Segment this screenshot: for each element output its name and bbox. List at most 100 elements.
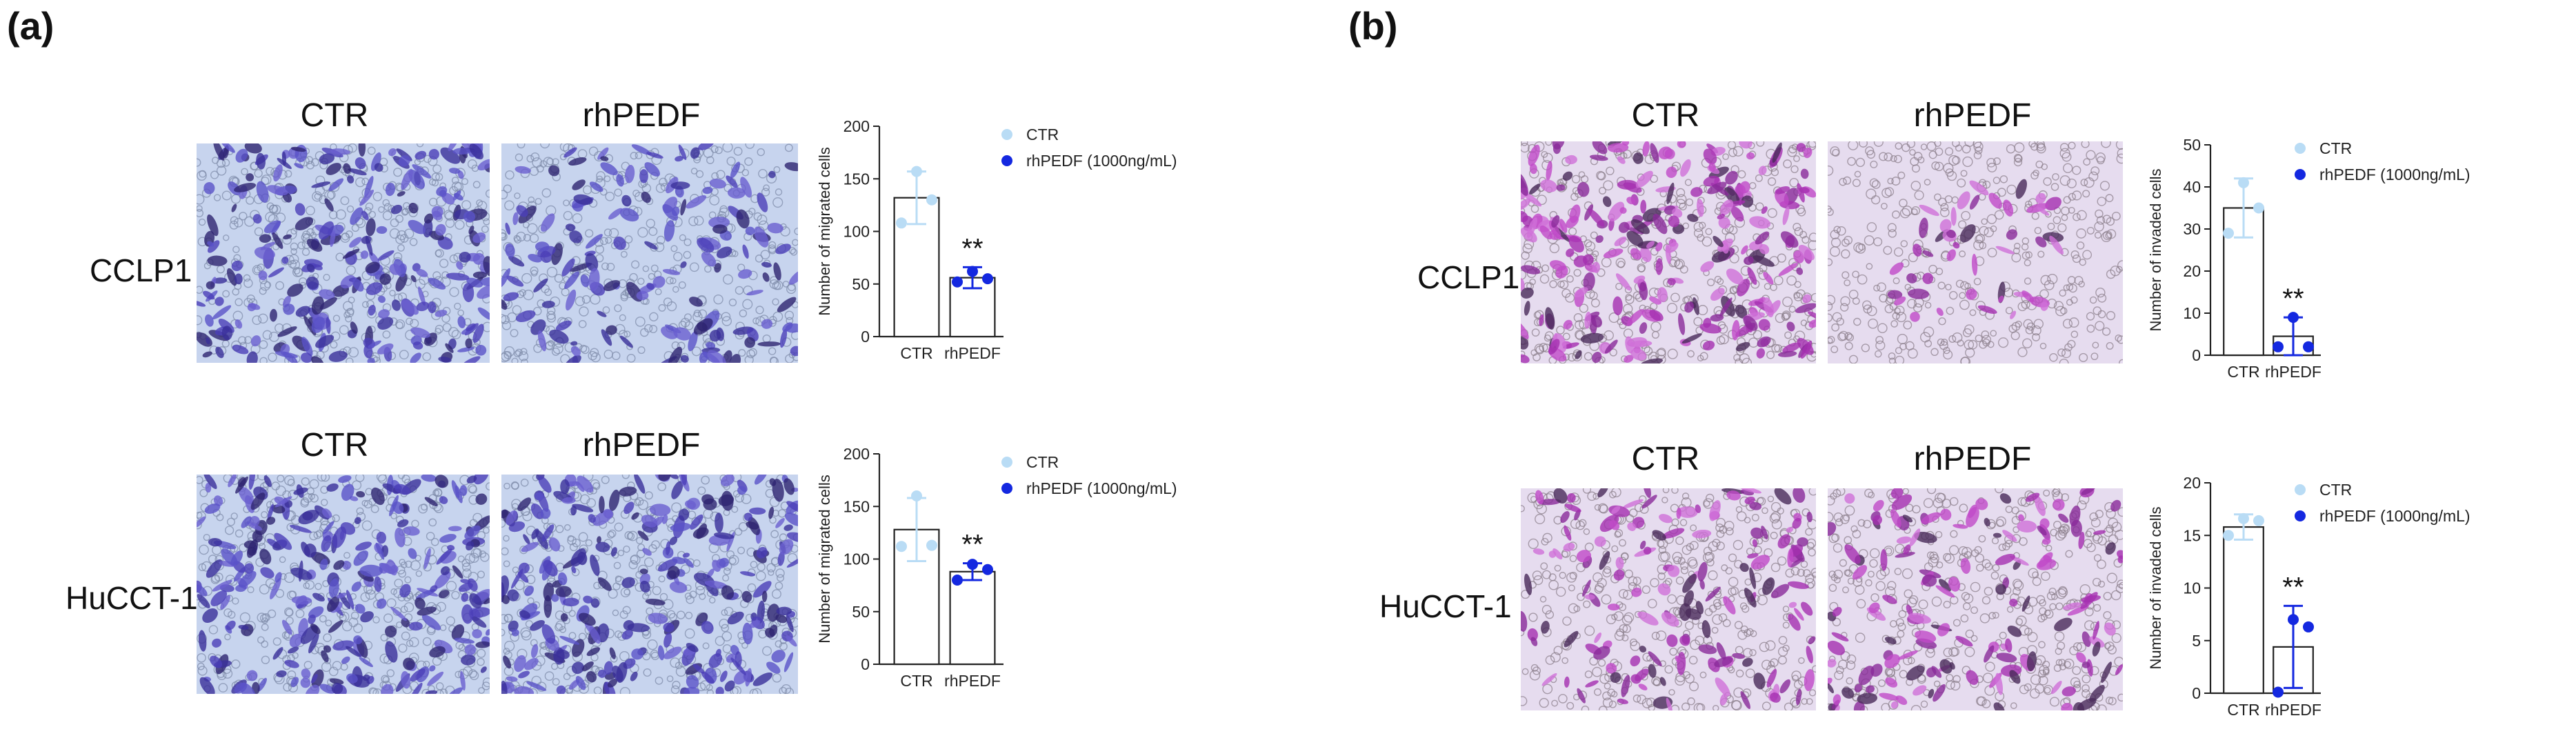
stained-cell bbox=[1630, 348, 1647, 361]
stained-cell bbox=[465, 338, 472, 349]
stained-cell bbox=[561, 258, 575, 277]
stained-cell bbox=[466, 475, 477, 484]
pore bbox=[1716, 541, 1725, 550]
stained-cell bbox=[401, 168, 413, 190]
stained-cell bbox=[670, 522, 691, 532]
pore bbox=[287, 479, 295, 487]
stained-cell bbox=[290, 146, 306, 152]
stained-cell bbox=[698, 143, 714, 150]
stained-cell bbox=[408, 621, 423, 631]
pore bbox=[405, 560, 412, 568]
stained-cell bbox=[2049, 235, 2064, 255]
pore bbox=[1864, 235, 1875, 246]
stained-cell bbox=[1524, 301, 1530, 316]
stained-cell bbox=[1714, 657, 1733, 668]
stained-cell bbox=[328, 578, 339, 599]
stained-cell bbox=[1757, 336, 1771, 348]
pore bbox=[321, 661, 332, 673]
stained-cell bbox=[1599, 551, 1610, 570]
pore bbox=[446, 616, 455, 626]
stained-cell bbox=[761, 590, 768, 602]
pore bbox=[1992, 564, 2000, 572]
pore bbox=[1790, 165, 1799, 174]
pore bbox=[636, 537, 643, 544]
stained-cell bbox=[1626, 230, 1644, 247]
pore bbox=[1793, 223, 1801, 232]
pore bbox=[728, 298, 737, 307]
pore bbox=[1657, 348, 1666, 357]
pore bbox=[544, 671, 555, 681]
stained-cell bbox=[1562, 171, 1573, 181]
stained-cell bbox=[1969, 180, 1989, 196]
stained-cell bbox=[719, 557, 729, 568]
stained-cell bbox=[1710, 288, 1725, 301]
pore bbox=[1962, 156, 1973, 168]
pore bbox=[2055, 659, 2063, 666]
micrograph-texture bbox=[1828, 141, 2123, 363]
pore bbox=[1846, 333, 1855, 341]
stained-cell bbox=[1625, 336, 1634, 354]
pore bbox=[1982, 673, 1993, 684]
stained-cell bbox=[397, 519, 409, 528]
stained-cell bbox=[1521, 277, 1525, 291]
stained-cell bbox=[2034, 495, 2046, 517]
pore bbox=[1987, 162, 1997, 172]
stained-cell bbox=[1744, 256, 1754, 265]
pore bbox=[2031, 325, 2041, 336]
pore bbox=[1952, 332, 1963, 343]
pore bbox=[536, 165, 544, 173]
stained-cell bbox=[783, 524, 793, 531]
pore bbox=[1846, 654, 1857, 664]
pore bbox=[755, 255, 763, 263]
pore bbox=[1957, 339, 1964, 347]
stained-cell bbox=[721, 490, 734, 511]
stained-cell bbox=[432, 210, 443, 221]
stained-cell bbox=[712, 559, 721, 572]
pore bbox=[1973, 151, 1982, 159]
pore bbox=[415, 570, 423, 577]
pore bbox=[197, 158, 201, 167]
stained-cell bbox=[346, 646, 361, 657]
pore bbox=[1861, 343, 1870, 352]
stained-cell bbox=[621, 630, 633, 640]
pore bbox=[2068, 283, 2077, 293]
stained-cell bbox=[560, 612, 568, 622]
pore bbox=[1681, 702, 1690, 710]
pore bbox=[1993, 157, 2001, 166]
stained-cell bbox=[1897, 650, 1918, 660]
stained-cell bbox=[1939, 659, 1953, 674]
stained-cell bbox=[446, 272, 470, 281]
stained-cell bbox=[708, 217, 730, 228]
stained-cell bbox=[1649, 310, 1664, 321]
pore bbox=[277, 475, 285, 483]
pore bbox=[1945, 283, 1952, 291]
pore bbox=[1690, 639, 1701, 650]
pore bbox=[2086, 312, 2095, 321]
pore bbox=[1866, 188, 1877, 199]
pore bbox=[748, 348, 757, 357]
stained-cell bbox=[619, 486, 637, 497]
pore bbox=[353, 623, 363, 633]
stained-cell bbox=[378, 309, 390, 319]
pore bbox=[1559, 572, 1566, 579]
stained-cell bbox=[1676, 507, 1681, 519]
pore bbox=[1853, 317, 1861, 326]
stained-cell bbox=[1913, 685, 1927, 696]
pore bbox=[1669, 647, 1678, 656]
stained-cell bbox=[2021, 595, 2030, 612]
pore bbox=[1975, 233, 1986, 243]
stained-cell bbox=[1955, 635, 1973, 647]
stained-cell bbox=[1642, 141, 1650, 157]
pore bbox=[432, 164, 442, 174]
pore bbox=[1614, 630, 1625, 641]
stained-cell bbox=[1744, 588, 1757, 608]
stained-cell bbox=[1677, 141, 1686, 148]
stained-cell bbox=[524, 657, 539, 670]
pore bbox=[1890, 620, 1897, 628]
stained-cell bbox=[1595, 235, 1604, 243]
stained-cell bbox=[2009, 670, 2021, 684]
stained-cell bbox=[355, 157, 366, 170]
stained-cell bbox=[210, 590, 228, 606]
pore bbox=[510, 328, 519, 337]
pore bbox=[1895, 142, 1903, 150]
